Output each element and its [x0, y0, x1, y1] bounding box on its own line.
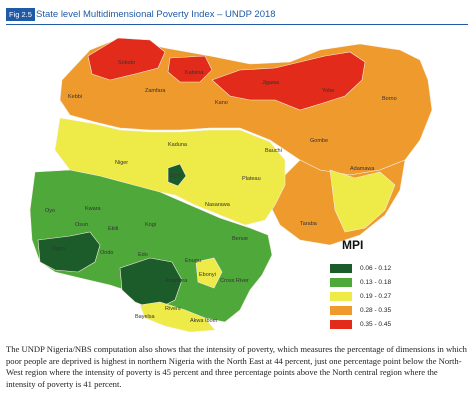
label-taraba: Taraba — [300, 221, 318, 227]
region-darkgreen-fct — [167, 163, 187, 187]
legend-item: 0.28 - 0.35 — [330, 306, 440, 316]
legend-label: 0.06 - 0.12 — [360, 265, 392, 272]
legend-swatch — [330, 306, 352, 315]
label-kwara: Kwara — [85, 206, 102, 212]
region-yellow-taraba — [329, 169, 396, 233]
legend-item: 0.06 - 0.12 — [330, 264, 440, 274]
label-kogi: Kogi — [145, 222, 156, 228]
legend-label: 0.28 - 0.35 — [360, 307, 392, 314]
legend-swatch — [330, 320, 352, 329]
caption-paragraph: The UNDP Nigeria/NBS computation also sh… — [6, 344, 467, 389]
label-akwa-ibom: Akwa Ibom — [190, 318, 218, 324]
label-rivers: Rivers — [165, 306, 181, 312]
label-benue: Benue — [232, 236, 248, 242]
region-darkgreen-edo — [119, 257, 183, 311]
label-osun: Osun — [75, 222, 88, 228]
label-nasarawa: Nasarawa — [205, 202, 231, 208]
label-kano: Kano — [215, 100, 228, 106]
region-red-katsina — [167, 55, 213, 83]
legend-label: 0.19 - 0.27 — [360, 293, 392, 300]
legend-label: 0.13 - 0.18 — [360, 279, 392, 286]
label-enugu: Enugu — [185, 258, 201, 264]
label-fct: FCT — [170, 174, 181, 180]
legend-label: 0.35 - 0.45 — [360, 321, 392, 328]
label-zamfara: Zamfara — [145, 88, 166, 94]
label-ogun: Ogun — [52, 246, 65, 252]
label-yobe: Yobe — [322, 88, 334, 94]
label-kebbi: Kebbi — [68, 94, 82, 100]
label-sokoto: Sokoto — [118, 60, 135, 66]
label-bauchi: Bauchi — [265, 148, 282, 154]
label-bayelsa: Bayelsa — [135, 314, 156, 320]
figure-header: Fig 2.5 State level Multidimensional Pov… — [6, 8, 468, 25]
label-anambra: Anambra — [165, 278, 188, 284]
label-oyo: Oyo — [45, 208, 55, 214]
region-red-sokoto — [87, 37, 166, 81]
region-yellow-south — [139, 301, 216, 333]
label-jigawa: Jigawa — [262, 80, 280, 86]
label-borno: Borno — [382, 96, 397, 102]
label-gombe: Gombe — [310, 138, 328, 144]
label-ebonyi: Ebonyi — [199, 272, 216, 278]
legend-item: 0.13 - 0.18 — [330, 278, 440, 288]
label-ekiti: Ekiti — [108, 226, 118, 232]
label-adamawa: Adamawa — [350, 166, 375, 172]
region-red-kano-yobe — [211, 51, 366, 111]
figure-title: State level Multidimensional Poverty Ind… — [36, 9, 276, 20]
legend-swatch — [330, 264, 352, 273]
label-plateau: Plateau — [242, 176, 261, 182]
legend-title: MPI — [342, 238, 364, 252]
label-edo: Edo — [138, 252, 148, 258]
label-cross-river: Cross River — [220, 278, 249, 284]
region-yellow-ebonyi — [195, 257, 223, 289]
figure-tag: Fig 2.5 — [6, 8, 35, 21]
legend-swatch — [330, 278, 352, 287]
label-katsina: Katsina — [185, 70, 204, 76]
label-kaduna: Kaduna — [168, 142, 188, 148]
label-niger: Niger — [115, 160, 128, 166]
legend-swatch — [330, 292, 352, 301]
legend-item: 0.35 - 0.45 — [330, 320, 440, 330]
region-darkgreen-lagos — [37, 231, 101, 273]
legend-item: 0.19 - 0.27 — [330, 292, 440, 302]
map-legend: MPI 0.06 - 0.12 0.13 - 0.18 0.19 - 0.27 … — [330, 238, 440, 338]
nigeria-mpi-map: Sokoto Kebbi Zamfara Katsina Kano Jigawa… — [29, 37, 433, 333]
label-ondo: Ondo — [100, 250, 113, 256]
